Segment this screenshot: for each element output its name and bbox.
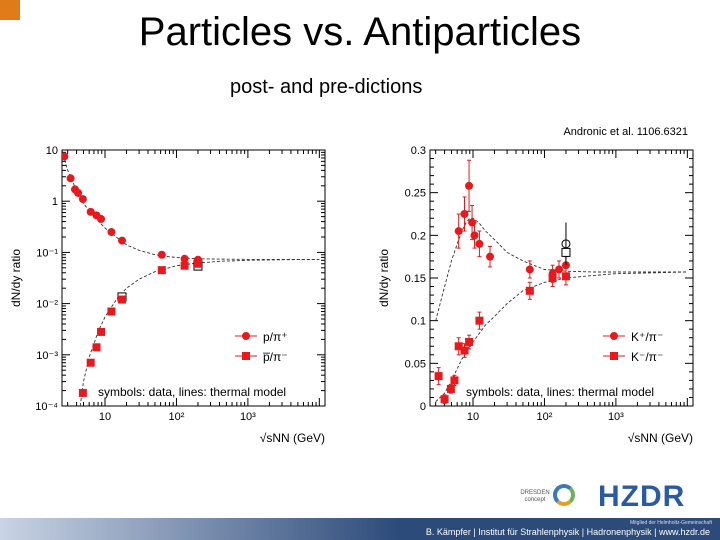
data-point [475, 316, 484, 325]
data-point [450, 376, 459, 385]
data-point [470, 231, 479, 240]
data-point [193, 259, 202, 268]
legend-label: p/π⁺ [263, 330, 288, 344]
data-point [78, 195, 87, 204]
data-point [454, 342, 463, 351]
y-tick-label: 0.25 [405, 188, 426, 200]
model-curve [79, 258, 320, 406]
chart-note: symbols: data, lines: thermal model [466, 385, 654, 399]
legend-marker [242, 332, 250, 340]
data-point [555, 265, 564, 274]
y-tick-label: 10⁻³ [36, 350, 58, 362]
chart-note: symbols: data, lines: thermal model [98, 385, 286, 399]
data-point [86, 207, 95, 216]
data-point [440, 395, 449, 404]
y-tick-label: 10⁻² [36, 299, 58, 311]
data-point [66, 174, 75, 183]
y-tick-label: 0.1 [411, 316, 426, 328]
model-curve [435, 271, 688, 403]
data-point [107, 228, 116, 237]
y-tick-label: 1 [52, 196, 58, 208]
data-point [92, 343, 101, 352]
data-point [561, 272, 570, 281]
data-point [454, 227, 463, 236]
dresden-concept-logo: DRESDEN concept [520, 490, 550, 503]
footer-text: B. Kämpfer | Institut für Strahlenphysik… [425, 527, 710, 537]
data-point [561, 261, 570, 270]
data-point [180, 261, 189, 270]
x-tick-label: 10³ [608, 411, 624, 423]
y-tick-label: 10⁻⁴ [35, 401, 58, 413]
data-point [107, 307, 116, 316]
legend-label: K⁻/π⁻ [631, 350, 663, 364]
legend-marker [610, 332, 618, 340]
data-point [434, 372, 443, 381]
footer-membership: Mitglied der Helmholtz-Gemeinschaft [630, 520, 712, 526]
citation: Andronic et al. 1106.6321 [563, 126, 688, 138]
model-curve [62, 150, 320, 260]
data-point [180, 254, 189, 263]
data-point [78, 388, 87, 397]
legend-label: p̅/π⁻ [263, 350, 288, 364]
model-curve [435, 217, 688, 321]
dresden-concept-ring-icon [553, 484, 575, 506]
x-tick-label: 10² [169, 411, 185, 423]
y-tick-label: 10 [46, 145, 58, 157]
open-data-point [561, 247, 571, 257]
data-point [475, 239, 484, 248]
data-point [86, 358, 95, 367]
x-axis-label: √sNN (GeV) [260, 431, 325, 445]
corner-accent [0, 0, 20, 20]
x-tick-label: 10² [537, 411, 553, 423]
legend-marker [610, 352, 618, 360]
data-point [97, 214, 106, 223]
data-point [525, 265, 534, 274]
y-tick-label: 0.3 [411, 145, 426, 157]
data-point [157, 250, 166, 259]
hzdr-logo: HZDR [598, 480, 686, 513]
y-axis-label: dN/dy ratio [377, 249, 391, 307]
x-tick-label: 10 [467, 411, 479, 423]
plot-frame [61, 149, 326, 407]
slide-subtitle: post- and pre-dictions [230, 76, 423, 98]
x-axis-label: √sNN (GeV) [628, 431, 693, 445]
data-point [446, 384, 455, 393]
legend-label: K⁺/π⁻ [631, 330, 663, 344]
x-tick-label: 10 [99, 411, 111, 423]
data-point [62, 152, 69, 161]
p-pi-ratio-chart: 10 10² 10³ 10 1 10⁻¹ 10⁻² 10⁻³ 10⁻⁴ dN/dy ratio √s… [9, 145, 326, 445]
k-pi-ratio-chart: 10 10² 10³ 0 0.05 0.1 0.15 0.2 0.25 0.3 dN/dy rati… [377, 145, 694, 445]
data-point [460, 210, 469, 218]
plot-area [434, 159, 688, 404]
y-tick-label: 0 [420, 401, 426, 413]
data-point [157, 266, 166, 275]
y-tick-label: 0.2 [411, 230, 426, 242]
footer-gradient [0, 518, 400, 540]
y-tick-label: 0.05 [405, 358, 426, 370]
data-point [486, 252, 495, 261]
data-point [460, 346, 469, 355]
data-point [118, 236, 127, 245]
data-point [548, 274, 557, 282]
y-tick-label: 10⁻¹ [36, 247, 58, 259]
y-tick-label: 0.15 [405, 273, 426, 285]
data-point [118, 295, 127, 304]
data-point [74, 188, 83, 197]
slide-title: Particles vs. Antiparticles [138, 10, 582, 54]
data-point [465, 338, 474, 346]
data-point [465, 181, 474, 190]
x-tick-label: 10³ [240, 411, 256, 423]
y-axis-label: dN/dy ratio [9, 249, 23, 307]
data-point [97, 327, 106, 336]
plot-area [62, 150, 320, 406]
data-point [525, 286, 534, 295]
legend-marker [242, 352, 250, 360]
